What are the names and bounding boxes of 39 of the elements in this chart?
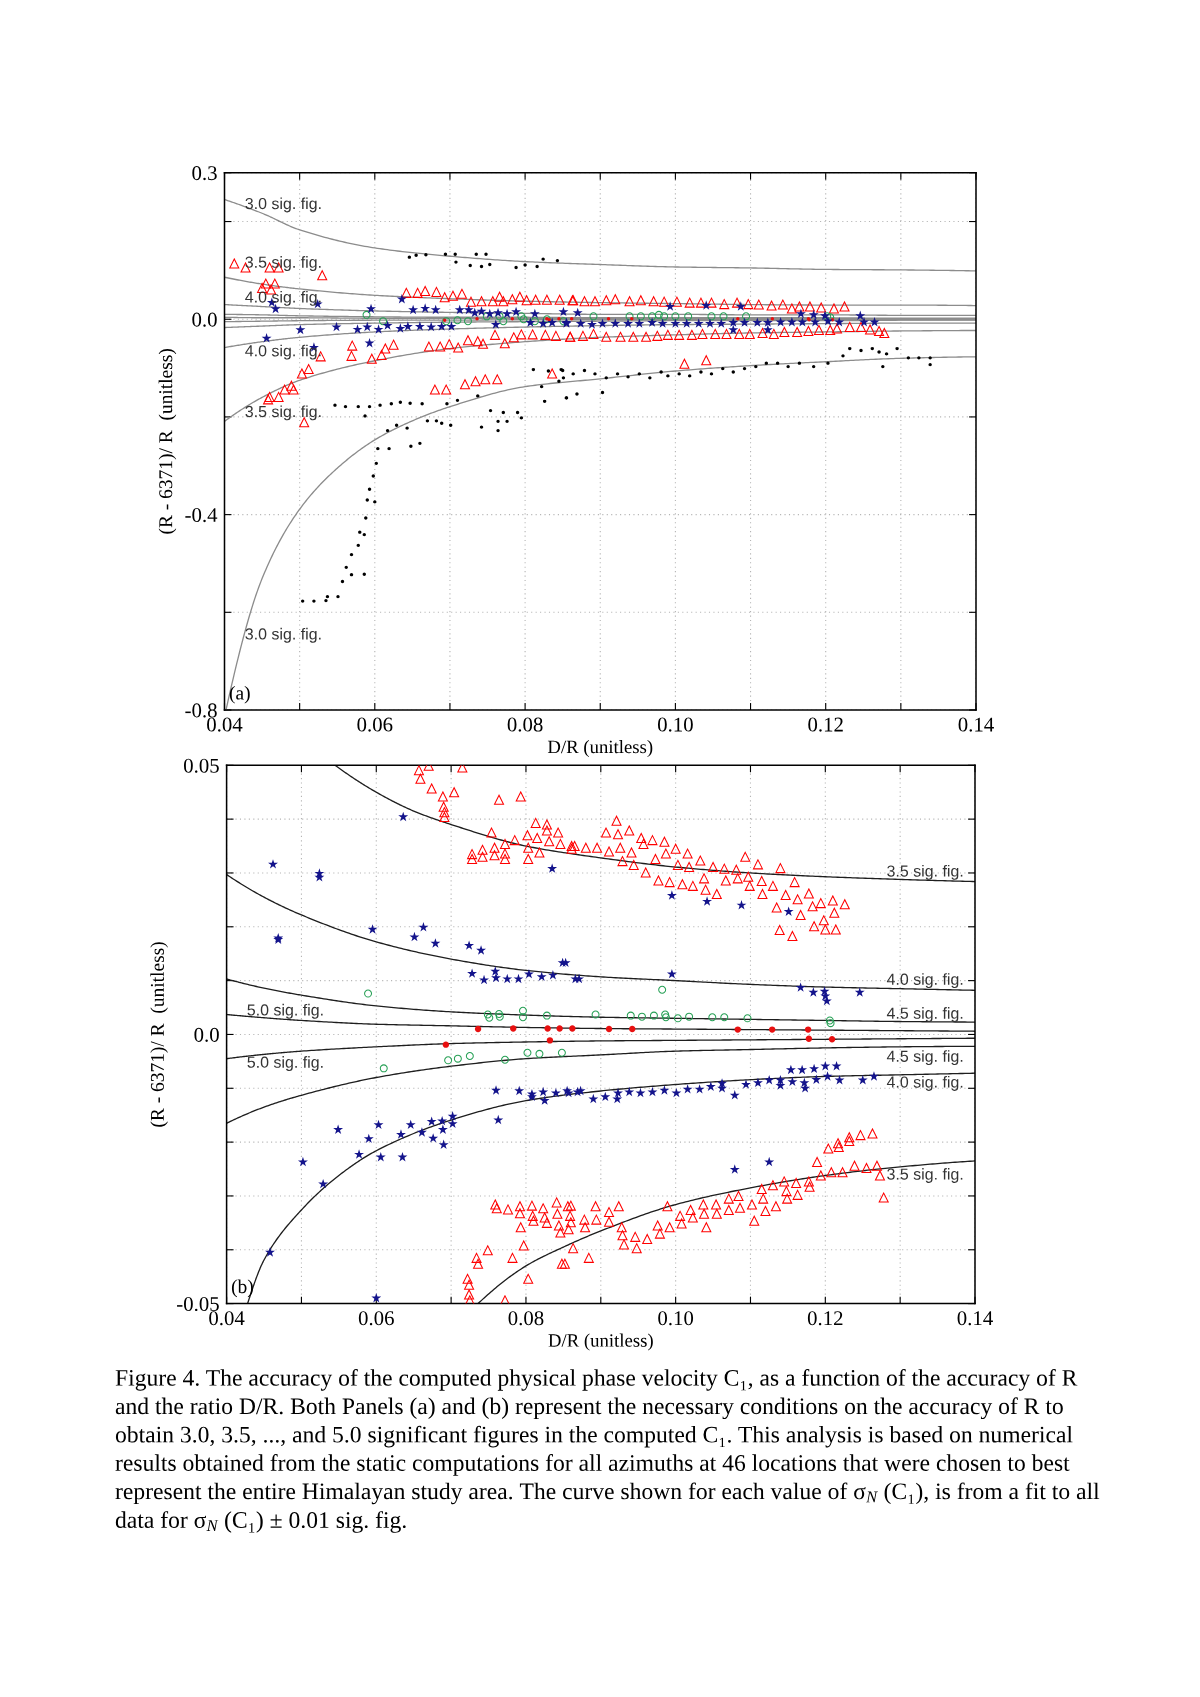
x-tick-label: 0.08 [508, 1311, 544, 1326]
annotation: 3.5 sig. fig. [245, 256, 321, 271]
annotation: 4.0 sig. fig. [886, 1075, 963, 1091]
y-tick-label: 0.0 [192, 312, 217, 327]
x-tick-label: 0.06 [357, 717, 393, 732]
annotation: 4.0 sig. fig. [886, 973, 963, 989]
x-tick-label: 0.04 [209, 1311, 245, 1326]
x-tick-label: 0.14 [957, 1311, 993, 1326]
x-tick-label: 0.12 [807, 1311, 843, 1326]
y-tick-label: 0.3 [192, 166, 217, 181]
x-tick-label: 0.14 [958, 717, 994, 732]
y-axis-title: (R - 6371)/ R (unitless) [150, 942, 168, 1127]
annotation: 4.5 sig. fig. [886, 1007, 963, 1022]
annotation: 3.0 sig. fig. [245, 627, 321, 643]
y-axis-title: (R - 6371)/ R (unitless) [158, 349, 177, 534]
annotation: 3.5 sig. fig. [887, 864, 963, 880]
x-tick-label: 0.04 [207, 717, 243, 732]
x-axis-title: D/R (unitless) [547, 740, 653, 758]
y-tick-label: -0.8 [185, 703, 217, 718]
annotation: 3.5 sig. fig. [887, 1168, 963, 1183]
x-tick-label: 0.06 [358, 1311, 394, 1326]
annotation: 5.0 sig. fig. [247, 1003, 323, 1019]
annotation: 4.0 sig. fig. [245, 290, 321, 306]
x-tick-label: 0.08 [507, 717, 543, 732]
annotation: 3.5 sig. fig. [245, 405, 321, 421]
annotation: 4.5 sig. fig. [886, 1050, 963, 1066]
y-tick-label: -0.4 [185, 507, 218, 523]
x-axis-title: D/R (unitless) [548, 1333, 653, 1351]
annotation: (a) [229, 685, 250, 704]
y-tick-label: 0.0 [194, 1027, 219, 1042]
y-tick-label: 0.05 [183, 758, 219, 773]
text: Figure 4. The accuracy of the computed physical phase velocity C₁, as a function of the accuracy of R and the ratio D/R. Both Panels (a) and (b) represent the necessary conditions on the accuracy of R to obtain 3.0, 3.5, ..., and 5.0 significant figures in the computed C₁. This analysis is based on numerical results obtained from the static computations for all azimuths at 46 locations that were chosen to best represent the entire Himalayan study area. The curve shown for each value of σ$_{N}$ (C₁), is from a fit to all data for σ$_{N}$ (C₁) ± 0.01 sig. fig. [115, 1369, 1100, 1533]
x-tick-label: 0.10 [657, 717, 693, 732]
annotation: 3.0 sig. fig. [245, 197, 321, 213]
annotation: (b) [231, 1279, 253, 1298]
annotation: 5.0 sig. fig. [247, 1056, 323, 1071]
x-tick-label: 0.10 [658, 1311, 694, 1326]
y-tick-label: -0.05 [177, 1296, 219, 1312]
x-tick-label: 0.12 [808, 717, 843, 732]
